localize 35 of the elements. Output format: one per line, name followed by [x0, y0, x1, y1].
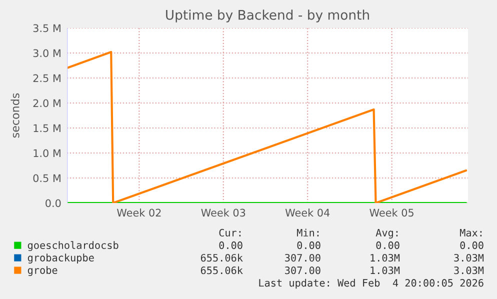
y-tick-label: 2.0 M [33, 99, 60, 108]
x-tick-label: Week 04 [285, 208, 330, 217]
text: 307.00 [285, 254, 320, 262]
y-tick-label: 1.5 M [34, 124, 60, 132]
y-tick-label: 3.5 M [33, 24, 60, 32]
text: 0.00 [460, 241, 484, 250]
text: 3.03M [454, 254, 484, 262]
y-tick-label: 2.5 M [33, 74, 60, 82]
text: 307.00 [285, 266, 320, 274]
y-tick-label: 0.0 [46, 199, 61, 208]
text: 655.06k [200, 254, 243, 262]
text: 1.03M [370, 254, 400, 262]
y-tick-label: 0.5 M [33, 174, 60, 182]
text: 0.00 [219, 241, 242, 250]
text: 0.00 [297, 241, 320, 250]
chart-title: Uptime by Backend - by month [166, 10, 369, 22]
y-axis-title: seconds [10, 93, 20, 138]
legend-label: goescholardocsb [28, 241, 118, 252]
legend-label: grobackupbe [28, 254, 94, 264]
text: Last update: Wed Feb 4 20:00:05 2026 [259, 278, 484, 289]
x-tick-label: Week 03 [201, 208, 246, 217]
text: Avg: [376, 228, 398, 239]
text: 655.06k [200, 266, 243, 274]
text: Max: [460, 229, 482, 237]
text: 0.00 [376, 241, 400, 250]
text: 1.03M [370, 266, 400, 274]
text: Cur: [219, 228, 241, 237]
legend-label: grobe [28, 266, 58, 276]
x-tick-label: Week 02 [116, 208, 161, 217]
text: Min: [297, 228, 319, 236]
text: 3.03M [454, 266, 484, 274]
y-tick-label: 3.0 M [33, 49, 60, 58]
line-series [67, 50, 468, 203]
x-tick-label: Week 05 [370, 208, 414, 217]
y-tick-label: 1.0 M [34, 149, 60, 158]
